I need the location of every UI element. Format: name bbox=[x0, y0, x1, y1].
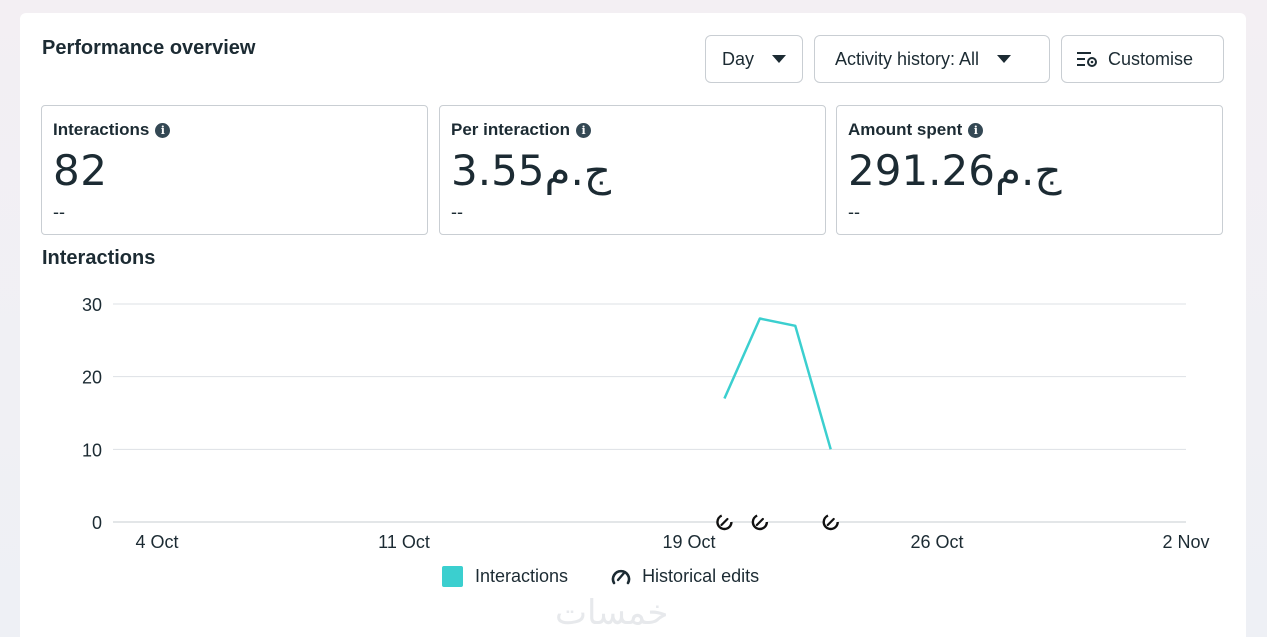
y-tick-label: 30 bbox=[82, 295, 102, 315]
historical-edit-icon bbox=[611, 569, 631, 585]
performance-card: Performance overview Day Activity histor… bbox=[20, 13, 1246, 637]
chart-title: Interactions bbox=[42, 247, 156, 269]
customise-icon bbox=[1077, 52, 1097, 67]
metric-interactions: Interactions i 82 -- bbox=[41, 105, 428, 235]
legend-label: Interactions bbox=[475, 565, 569, 586]
info-icon[interactable]: i bbox=[155, 122, 171, 138]
y-tick-label: 0 bbox=[92, 513, 102, 533]
x-tick-label: 11 Oct bbox=[378, 532, 430, 552]
metric-delta: -- bbox=[451, 202, 463, 222]
y-tick-label: 20 bbox=[82, 368, 102, 388]
y-tick-label: 10 bbox=[82, 440, 102, 460]
info-icon[interactable]: i bbox=[968, 122, 984, 138]
metric-value: 3.55ج.م bbox=[451, 146, 611, 195]
historical-edit-needle bbox=[826, 517, 835, 527]
historical-edit-needle bbox=[755, 517, 764, 527]
metric-delta: -- bbox=[848, 202, 860, 222]
historical-edit-marker[interactable] bbox=[716, 513, 733, 531]
customise-label: Customise bbox=[1108, 48, 1194, 69]
series-line-interactions bbox=[723, 317, 832, 450]
x-tick-label: 19 Oct bbox=[662, 532, 715, 552]
metric-label: Interactions bbox=[53, 120, 150, 139]
customise-button[interactable]: Customise bbox=[1061, 35, 1224, 83]
metric-label: Amount spent bbox=[848, 120, 963, 139]
caret-down-icon bbox=[772, 55, 787, 63]
chart-legend: Interactions Historical edits bbox=[442, 565, 759, 587]
legend-label: Historical edits bbox=[642, 565, 760, 586]
period-select[interactable]: Day bbox=[705, 35, 803, 83]
historical-edit-marker[interactable] bbox=[822, 513, 839, 531]
metric-amount-spent: Amount spent i 291.26ج.م -- bbox=[836, 105, 1223, 235]
page-title: Performance overview bbox=[42, 37, 256, 59]
x-tick-label: 4 Oct bbox=[135, 532, 178, 552]
legend-swatch bbox=[442, 565, 463, 587]
historical-edit-marker[interactable] bbox=[751, 513, 769, 531]
watermark: خمسات bbox=[555, 593, 669, 633]
historical-edit-needle bbox=[720, 517, 729, 527]
x-tick-label: 2 Nov bbox=[1162, 532, 1209, 552]
activity-history-label: Activity history: All bbox=[835, 48, 980, 69]
legend-item-historical-edits[interactable]: Historical edits bbox=[610, 565, 759, 587]
metric-value: 291.26ج.م bbox=[848, 146, 1062, 195]
metric-delta: -- bbox=[53, 202, 65, 222]
caret-down-icon bbox=[997, 55, 1012, 63]
metric-value: 82 bbox=[53, 146, 108, 195]
info-icon[interactable]: i bbox=[576, 122, 592, 138]
activity-history-select[interactable]: Activity history: All bbox=[814, 35, 1050, 83]
period-select-label: Day bbox=[722, 48, 755, 69]
legend-item-interactions[interactable]: Interactions bbox=[442, 565, 569, 587]
x-tick-label: 26 Oct bbox=[910, 532, 963, 552]
metric-label: Per interaction bbox=[451, 120, 571, 139]
metric-per-interaction: Per interaction i 3.55ج.م -- bbox=[439, 105, 826, 235]
